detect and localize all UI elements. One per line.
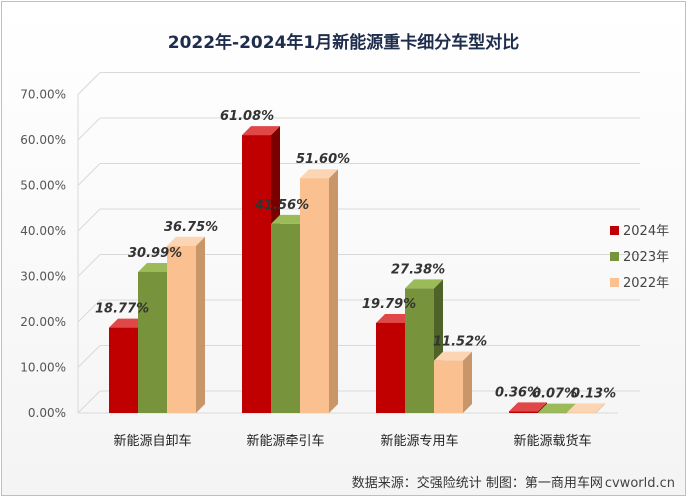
y-tick-label: 60.00%	[20, 133, 66, 147]
bar	[271, 223, 300, 413]
data-label: 30.99%	[128, 246, 182, 261]
grid-diagonal	[77, 72, 101, 95]
bar	[300, 178, 329, 413]
source-text: 数据来源：交强险统计 制图：第一商用车网	[351, 476, 603, 491]
data-label: 51.60%	[296, 152, 350, 167]
bar	[538, 412, 567, 414]
data-label: 61.08%	[220, 109, 274, 124]
bar-top	[434, 351, 472, 361]
bar-side	[596, 403, 605, 413]
legend-swatch	[610, 226, 619, 235]
bar-top	[567, 403, 605, 413]
bar-side	[196, 236, 205, 413]
data-label: 27.38%	[391, 262, 445, 277]
bar-top	[300, 169, 338, 179]
grid-diagonal	[77, 254, 101, 277]
y-tick-label: 50.00%	[20, 179, 66, 193]
data-label: 11.52%	[433, 335, 487, 350]
grid-diagonal	[77, 299, 101, 323]
bar-side	[329, 169, 338, 413]
bar-top	[509, 402, 547, 412]
y-tick-label: 10.00%	[20, 361, 66, 375]
bar-side	[463, 351, 472, 413]
bar-side	[538, 402, 547, 413]
data-label: 41.56%	[254, 198, 309, 213]
bar-top	[138, 262, 176, 272]
source-note: 数据来源：交强险统计 制图：第一商用车网 cvworld.cn	[352, 472, 675, 491]
bar-top	[376, 313, 414, 323]
bar	[242, 135, 271, 413]
bar-top	[538, 403, 576, 413]
bar	[405, 288, 434, 413]
bar	[376, 322, 405, 413]
data-label: 36.75%	[164, 220, 218, 235]
x-tick-label: 新能源载货车	[513, 433, 591, 449]
bar	[138, 271, 167, 413]
grid-diagonal	[77, 208, 101, 232]
legend-label: 2024年	[623, 224, 669, 239]
x-tick-label: 新能源牵引车	[246, 433, 324, 449]
chart-title: 2022年-2024年1月新能源重卡细分车型对比	[167, 33, 520, 53]
grid-diagonal	[77, 163, 101, 186]
data-label: 0.13%	[571, 386, 616, 401]
y-tick-label: 30.00%	[20, 270, 66, 284]
legend-label: 2022年	[623, 276, 669, 291]
data-label: 18.77%	[95, 302, 149, 317]
bar-top	[242, 126, 280, 136]
bar	[509, 411, 538, 413]
x-tick-label: 新能源专用车	[380, 433, 458, 449]
bar-top	[405, 279, 443, 289]
data-label: 0.36%	[495, 385, 540, 400]
legend-label: 2023年	[623, 250, 669, 265]
bar	[567, 412, 596, 413]
legend-swatch	[610, 252, 619, 261]
x-tick-label: 新能源自卸车	[113, 433, 191, 449]
data-label: 19.79%	[362, 297, 416, 312]
legend-swatch	[610, 278, 619, 287]
y-tick-label: 0.00%	[28, 406, 66, 420]
data-label: 0.07%	[532, 387, 577, 402]
bar-top	[167, 236, 205, 246]
site-name: cvworld.cn	[604, 476, 675, 491]
grid-diagonal	[77, 117, 101, 141]
bar	[167, 245, 196, 413]
grid-diagonal	[77, 345, 101, 368]
y-tick-label: 20.00%	[20, 315, 66, 329]
grid-diagonal	[77, 390, 101, 414]
bar-top	[109, 318, 147, 328]
y-tick-label: 40.00%	[20, 224, 66, 238]
bar	[434, 360, 463, 413]
bar-top	[271, 214, 309, 224]
y-tick-label: 70.00%	[20, 88, 66, 102]
bar	[109, 327, 138, 413]
